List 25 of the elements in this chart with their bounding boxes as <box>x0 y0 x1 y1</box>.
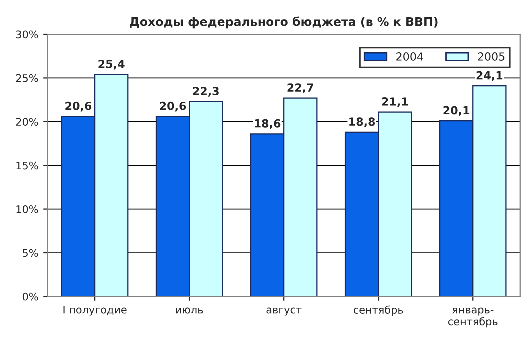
y-tick-label: 10% <box>16 206 38 214</box>
data-label: 25,4 <box>98 60 125 70</box>
chart-title: Доходы федерального бюджета (в % к ВВП) <box>130 16 438 29</box>
y-tick-label: 15% <box>16 162 38 170</box>
y-tick-label: 5% <box>23 249 38 258</box>
data-label: 22,7 <box>288 84 314 94</box>
x-tick-label: август <box>266 308 302 316</box>
data-label: 22,3 <box>193 87 219 97</box>
legend-label: 2005 <box>478 52 505 61</box>
data-label: 18,8 <box>350 118 376 128</box>
data-label: 18,6 <box>255 119 281 130</box>
legend-label: 2004 <box>396 52 424 61</box>
x-tick-label: январь- сентябрь <box>448 308 498 328</box>
data-label: 20,1 <box>444 106 470 116</box>
y-tick-label: 0% <box>22 292 38 301</box>
y-tick-label: 25% <box>16 74 38 82</box>
data-label: 20,6 <box>66 102 92 112</box>
x-tick-label: июль <box>176 308 204 314</box>
x-tick-label: сентябрь <box>354 306 404 316</box>
x-tick-label: I полугодие <box>64 306 127 316</box>
data-label: 20,6 <box>160 102 186 112</box>
data-label: 24,1 <box>476 71 503 82</box>
y-tick-label: 20% <box>16 118 38 126</box>
y-tick-label: 30% <box>16 30 38 39</box>
data-label: 21,1 <box>382 98 408 108</box>
